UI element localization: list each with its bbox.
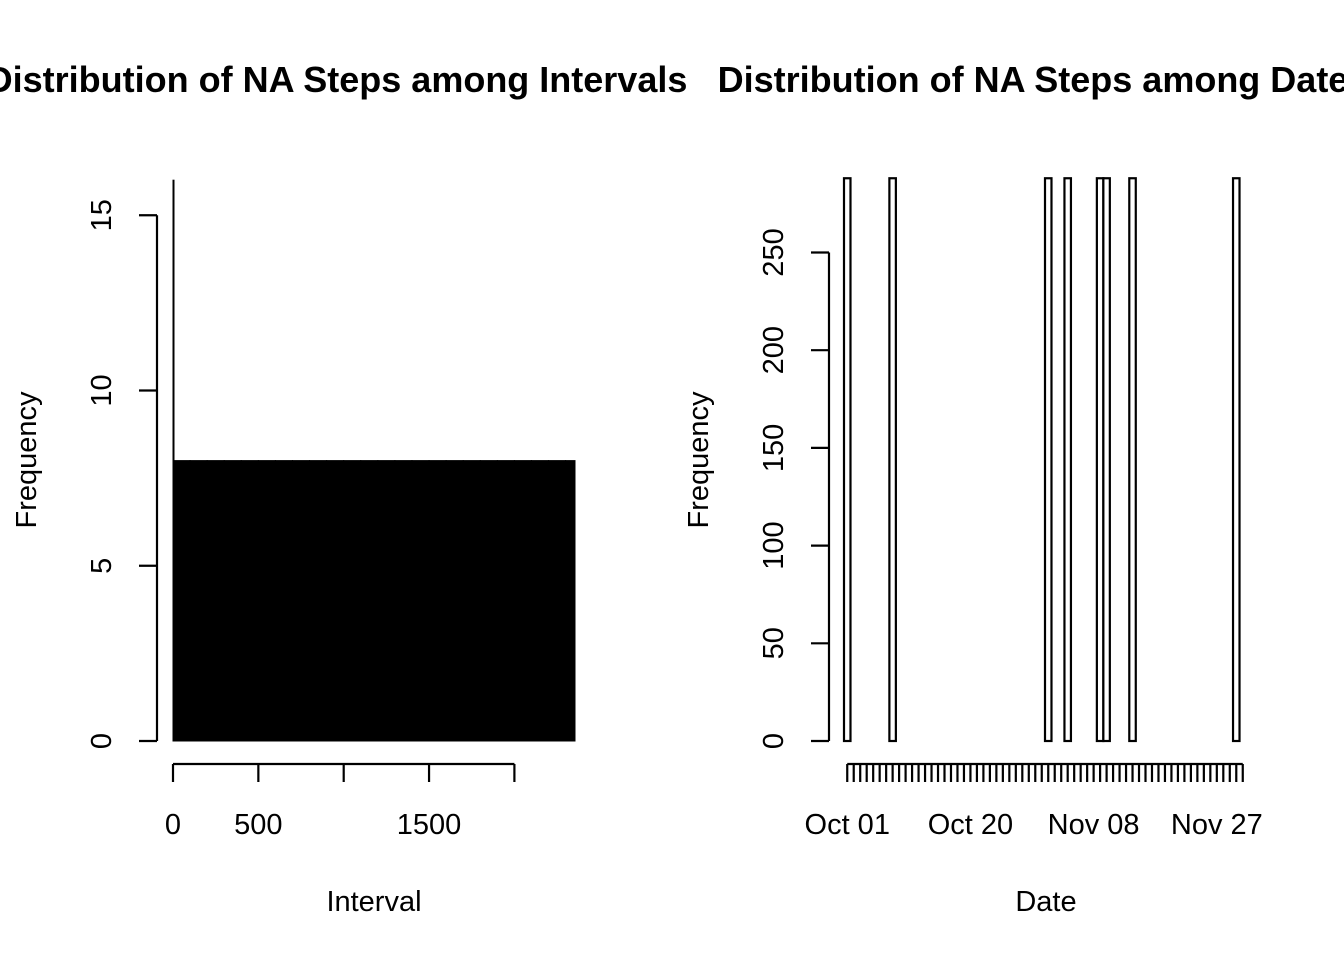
date-y-axis: 0 50 100 150 200 250 (758, 228, 831, 749)
interval-bar-24 (565, 460, 576, 742)
interval-bar-20 (496, 460, 515, 742)
interval-bar-11 (343, 460, 362, 742)
interval-bar-1 (173, 460, 191, 742)
interval-chart-title: Distribution of NA Steps among Intervals (0, 59, 687, 100)
interval-bar-9 (309, 460, 328, 742)
interval-bar-7 (274, 460, 293, 742)
interval-y-axis: 0 5 10 15 (86, 199, 159, 749)
date-y-tick-label-150: 150 (758, 424, 790, 472)
interval-bar-16 (428, 460, 447, 742)
date-x-tick-label-1: Oct 20 (928, 809, 1013, 841)
interval-bar-6 (257, 460, 276, 742)
date-bar-2012-11-14 (1128, 177, 1137, 743)
date-y-tick-label-50: 50 (758, 627, 790, 659)
interval-bar-15 (411, 460, 430, 742)
interval-bar-5 (240, 460, 259, 742)
date-bar-2012-10-01 (842, 177, 852, 743)
interval-bar-4 (223, 460, 242, 742)
date-x-tick-label-2: Nov 08 (1048, 809, 1140, 841)
interval-bar-17 (445, 460, 464, 742)
interval-y-tick-label-0: 0 (86, 733, 118, 749)
date-y-tick-label-100: 100 (758, 521, 790, 569)
interval-bar-12 (360, 460, 379, 742)
date-y-tick-label-250: 250 (758, 228, 790, 276)
date-y-tick-label-200: 200 (758, 326, 790, 374)
interval-x-tick-label-0: 0 (165, 809, 181, 841)
interval-bar-21 (513, 460, 532, 742)
date-x-axis-label: Date (1015, 886, 1076, 918)
date-bar-2012-11-01 (1043, 177, 1053, 743)
interval-bar-14 (394, 460, 413, 742)
interval-histogram-panel: Distribution of NA Steps among Intervals… (0, 59, 687, 918)
interval-bar-10 (326, 460, 345, 742)
interval-bar-23 (548, 460, 567, 742)
date-bars (842, 177, 1241, 743)
interval-x-tick-label-500: 500 (234, 809, 282, 841)
interval-bar-18 (462, 460, 481, 742)
interval-y-tick-label-15: 15 (86, 199, 118, 231)
date-bar-2012-11-04 (1063, 177, 1073, 743)
interval-y-axis-label: Frequency (11, 391, 43, 529)
interval-bars (172, 179, 576, 742)
interval-bar-8 (291, 460, 311, 742)
date-chart-title: Distribution of NA Steps among Dates (718, 59, 1344, 100)
date-y-tick-label-0: 0 (758, 733, 790, 749)
interval-bar-22 (530, 460, 550, 742)
date-bar-2012-11-30 (1231, 177, 1241, 743)
interval-y-tick-label-10: 10 (86, 374, 118, 406)
interval-y-tick-label-5: 5 (86, 558, 118, 574)
date-x-tick-label-0: Oct 01 (805, 809, 890, 841)
date-bar-2012-11-10 (1102, 177, 1111, 743)
interval-x-tick-label-1500: 1500 (397, 809, 462, 841)
interval-bar-2 (189, 460, 208, 742)
date-x-tick-label-3: Nov 27 (1171, 809, 1263, 841)
interval-bar-3 (206, 460, 225, 742)
interval-x-axis: 0 500 1500 (165, 762, 516, 841)
date-bar-2012-10-08 (888, 177, 897, 743)
interval-bar-13 (377, 460, 396, 742)
date-x-axis: Oct 01 Oct 20 Nov 08 Nov 27 (805, 762, 1263, 841)
date-y-axis-label: Frequency (683, 391, 715, 529)
interval-bar-19 (479, 460, 498, 742)
date-histogram-panel: Distribution of NA Steps among Dates Dat… (683, 59, 1344, 918)
interval-x-axis-label: Interval (326, 886, 421, 918)
